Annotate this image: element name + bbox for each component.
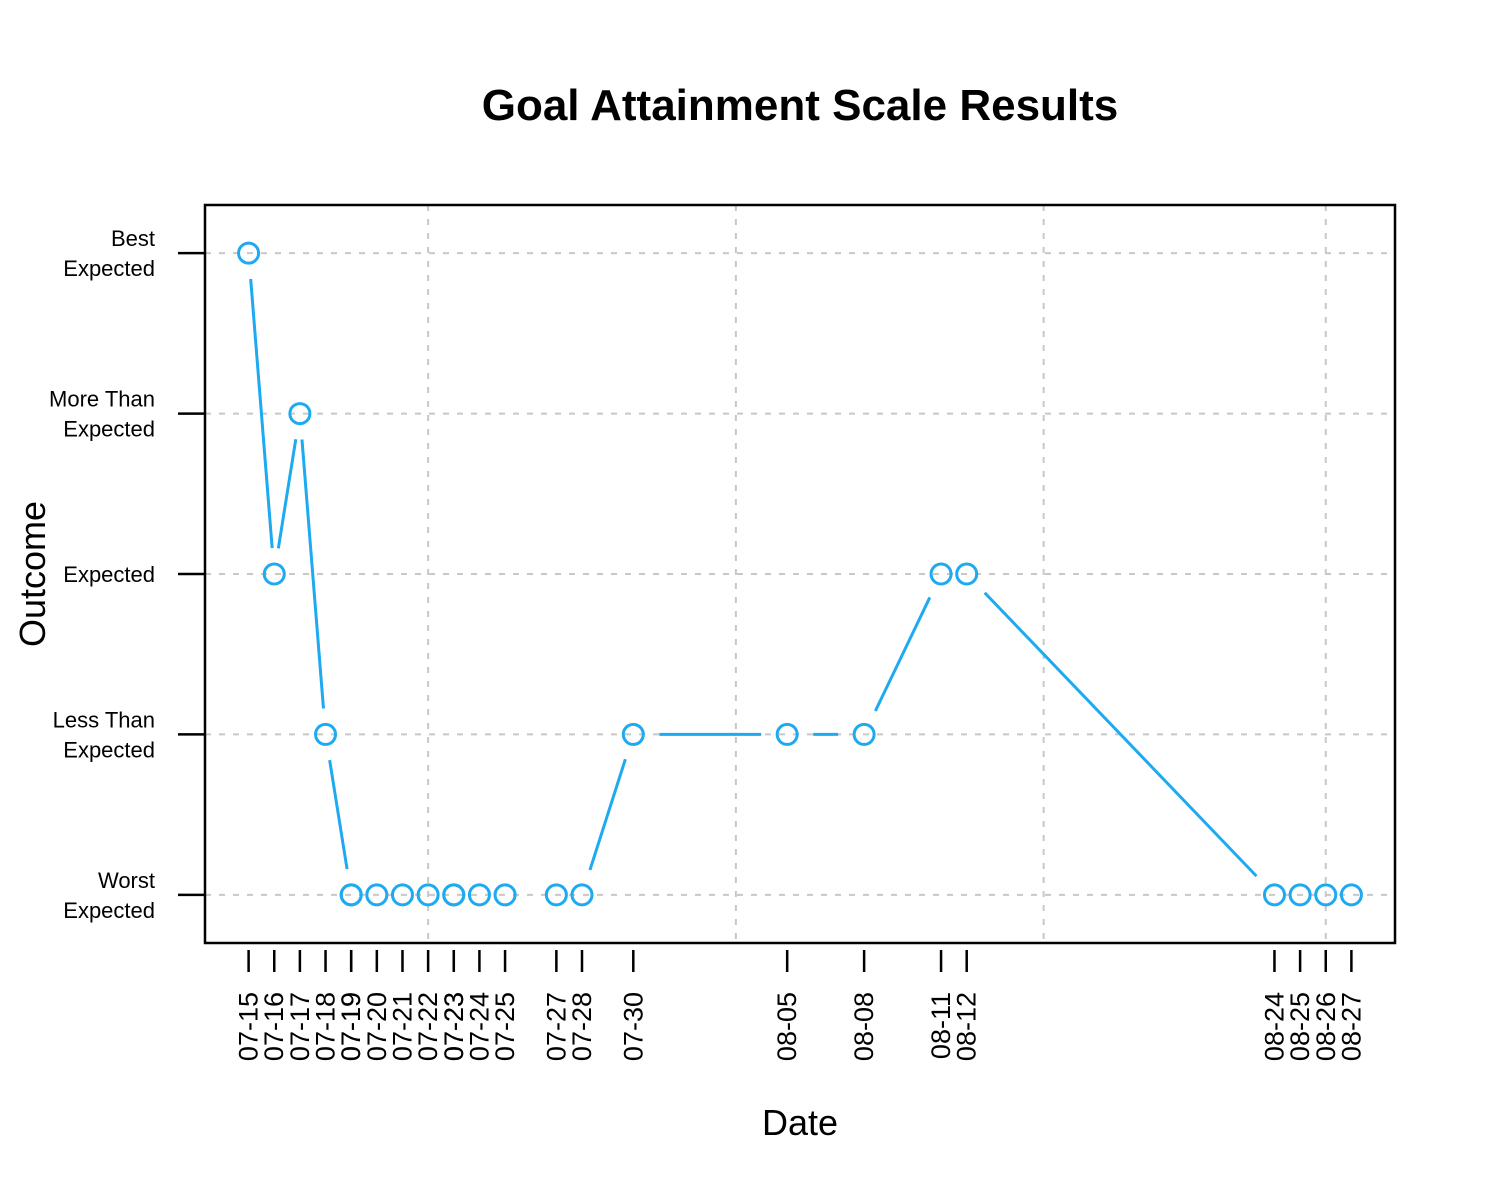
data-point [416, 883, 440, 907]
y-tick-label: Worst [98, 868, 155, 893]
x-tick-label: 07-18 [311, 992, 341, 1061]
line-segment [983, 591, 1258, 878]
x-tick-label: 07-19 [336, 992, 366, 1061]
data-point [442, 883, 466, 907]
y-axis: Worst Expected Less Than Expected Expected Mo… [49, 226, 205, 923]
y-tick-label: Expected [63, 737, 155, 762]
series-points [237, 241, 1363, 907]
x-tick-label: 07-23 [439, 992, 469, 1061]
x-axis: 07-1507-1607-1707-1807-1907-1907-2007-21… [234, 950, 1366, 1061]
data-point [955, 562, 979, 586]
x-tick-label: 08-25 [1285, 992, 1315, 1061]
series-line [249, 278, 1258, 878]
x-tick-label: 08-05 [772, 992, 802, 1061]
data-point [1314, 883, 1338, 907]
x-tick-label: 07-20 [362, 992, 392, 1061]
data-point [1339, 883, 1363, 907]
x-tick-label: 08-27 [1336, 992, 1366, 1061]
line-segment [328, 759, 349, 870]
data-point [262, 562, 286, 586]
line-segment [249, 278, 274, 549]
line-segment [588, 758, 627, 871]
data-point [339, 883, 363, 907]
y-tick-label: Less Than [53, 707, 155, 732]
data-point [621, 722, 645, 746]
data-point [1288, 883, 1312, 907]
x-axis-title: Date [762, 1102, 838, 1143]
data-point [467, 883, 491, 907]
data-point [929, 562, 953, 586]
line-segment [874, 596, 932, 712]
x-tick-label: 07-28 [567, 992, 597, 1061]
y-tick-label: Expected [63, 562, 155, 587]
x-tick-label: 07-19 [336, 992, 366, 1061]
y-tick-label: More Than [49, 387, 155, 412]
x-tick-label: 07-27 [541, 992, 571, 1061]
data-point [1262, 883, 1286, 907]
x-tick-label: 08-11 [926, 992, 956, 1059]
data-point [314, 722, 338, 746]
y-tick-label: Expected [63, 256, 155, 281]
data-point [493, 883, 517, 907]
data-point [288, 402, 312, 426]
data-point [544, 883, 568, 907]
data-point [237, 241, 261, 265]
data-point [390, 883, 414, 907]
data-point [775, 722, 799, 746]
x-tick-label: 08-08 [849, 992, 879, 1061]
x-tick-label: 08-26 [1311, 992, 1341, 1061]
chart-title: Goal Attainment Scale Results [482, 81, 1119, 130]
y-axis-title: Outcome [12, 501, 53, 647]
x-tick-label: 07-21 [387, 992, 417, 1061]
data-point [570, 883, 594, 907]
x-tick-label: 07-17 [285, 992, 315, 1061]
x-tick-label: 07-25 [490, 992, 520, 1061]
line-segment [300, 439, 325, 709]
y-tick-label: Expected [63, 898, 155, 923]
x-tick-label: 08-24 [1259, 992, 1289, 1061]
line-segment [276, 439, 298, 549]
x-tick-label: 08-12 [952, 992, 982, 1061]
grid-layer [205, 205, 1395, 943]
data-point [852, 722, 876, 746]
y-tick-label: Expected [63, 417, 155, 442]
data-point [365, 883, 389, 907]
x-tick-label: 07-30 [618, 992, 648, 1061]
x-tick-label: 07-16 [259, 992, 289, 1061]
x-tick-label: 07-23 [439, 992, 469, 1061]
x-tick-label: 07-15 [234, 992, 264, 1061]
x-tick-label: 07-24 [464, 992, 494, 1061]
y-tick-label: Best [111, 226, 155, 251]
x-tick-label: 07-22 [413, 992, 443, 1061]
